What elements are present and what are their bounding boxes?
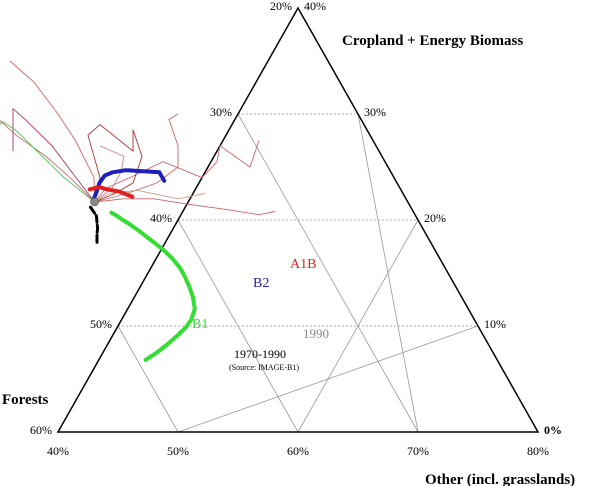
- series-lines: [87, 168, 197, 362]
- tick-label-bottom: 60%: [287, 444, 309, 458]
- b2-series-label: B2: [253, 276, 269, 291]
- cropland-axis-title: Cropland + Energy Biomass: [342, 33, 523, 49]
- series-line-b1: [109, 210, 197, 362]
- source-note: (Source: IMAGE-B1): [229, 363, 299, 372]
- series-line-a1b: [87, 185, 135, 199]
- scenario-lines: [0, 60, 276, 216]
- historical-period-label: 1970-1990: [234, 347, 286, 361]
- grid-line: [177, 325, 479, 433]
- tick-labels: 20% 40% 30% 30% 40% 20% 50% 10% 60% 0% 40% 50% 60% 70…: [30, 0, 562, 458]
- tick-label-left: 60%: [30, 423, 52, 437]
- tick-label-bottom: 40%: [47, 444, 69, 458]
- triangle-outline: [56, 6, 540, 433]
- chart-labels: Cropland + Energy Biomass Forests Other …: [2, 33, 575, 486]
- tick-label-right: 10%: [484, 317, 506, 331]
- tick-label-bottom: 80%: [527, 444, 549, 458]
- other-axis-title: Other (incl. grasslands): [425, 472, 575, 486]
- year-1990-label: 1990: [303, 326, 329, 341]
- tick-label-left: 30%: [210, 105, 232, 119]
- tick-label-left: 20%: [270, 0, 292, 13]
- tick-label-right: 30%: [364, 105, 386, 119]
- forests-axis-title: Forests: [2, 392, 49, 408]
- tick-label-right: 20%: [424, 211, 446, 225]
- scenario-line: [94, 198, 276, 216]
- tick-label-left: 40%: [150, 211, 172, 225]
- scenario-line: [12, 107, 95, 203]
- a1b-series-label: A1B: [290, 257, 316, 272]
- tick-label-right: 0%: [544, 423, 562, 437]
- scenario-line: [9, 60, 96, 203]
- year-1990-marker: [90, 197, 99, 207]
- scenario-line: [0, 120, 95, 203]
- scenario-line: [94, 189, 206, 203]
- scenario-line: [87, 124, 143, 203]
- grid-line: [117, 325, 179, 433]
- triangle-frame: [56, 6, 540, 433]
- grid-line: [237, 113, 419, 433]
- grid-lines: [117, 113, 479, 433]
- series-line-1970-1990: [88, 204, 100, 244]
- tick-label-right: 40%: [304, 0, 326, 13]
- tick-label-bottom: 50%: [167, 444, 189, 458]
- tick-label-left: 50%: [90, 317, 112, 331]
- b1-series-label: B1: [192, 317, 208, 332]
- tick-label-bottom: 70%: [407, 444, 429, 458]
